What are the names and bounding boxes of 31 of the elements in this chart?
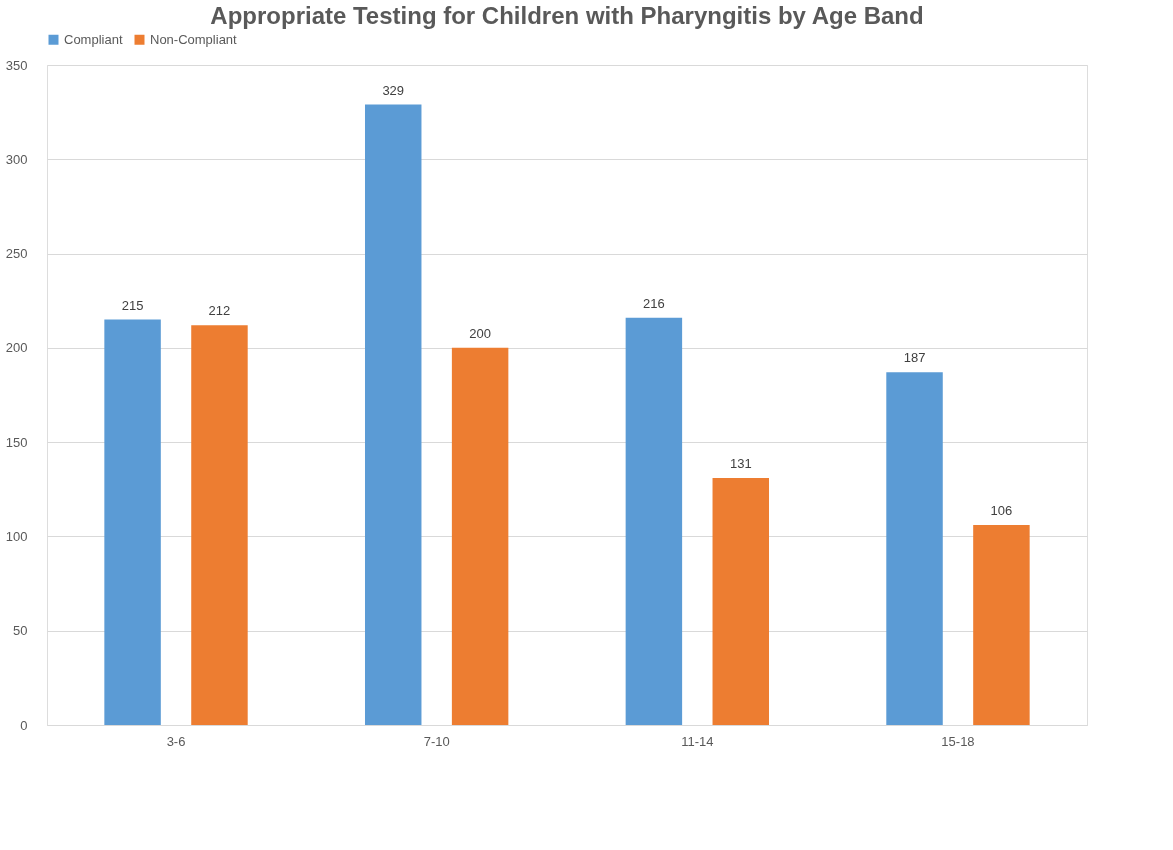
data-label: 106: [990, 503, 1013, 519]
bar: [625, 317, 683, 725]
data-label: 216: [643, 295, 665, 311]
y-tick-label: 250: [5, 246, 28, 262]
y-tick-label: 100: [5, 528, 28, 544]
bar: [191, 325, 248, 725]
bar: [712, 477, 770, 725]
x-tick-label: 11-14: [681, 733, 714, 749]
x-tick-label: 7-10: [423, 733, 450, 749]
y-tick-label: 150: [5, 434, 28, 450]
x-tick-label: 3-6: [166, 733, 186, 749]
data-label: 187: [903, 350, 926, 366]
y-tick-label: 350: [5, 57, 28, 73]
data-label: 131: [729, 455, 752, 471]
chart-title: Appropriate Testing for Children with Pharyngitis by Age Band: [210, 2, 924, 29]
legend-label: Compliant: [64, 31, 123, 47]
bar: [886, 372, 943, 725]
y-tick-label: 300: [5, 151, 28, 167]
y-tick-label: 0: [20, 717, 28, 733]
bar: [104, 319, 161, 725]
y-tick-label: 200: [5, 340, 28, 356]
x-tick-label: 15-18: [941, 733, 975, 749]
bar: [973, 525, 1030, 725]
bar: [451, 347, 509, 725]
data-label: 215: [121, 297, 144, 313]
data-label: 212: [208, 303, 231, 319]
y-tick-label: 50: [13, 623, 28, 639]
bar: [364, 104, 422, 725]
legend-label: Non-Compliant: [150, 31, 238, 47]
data-label: 329: [382, 82, 405, 98]
data-label: 200: [469, 325, 491, 341]
